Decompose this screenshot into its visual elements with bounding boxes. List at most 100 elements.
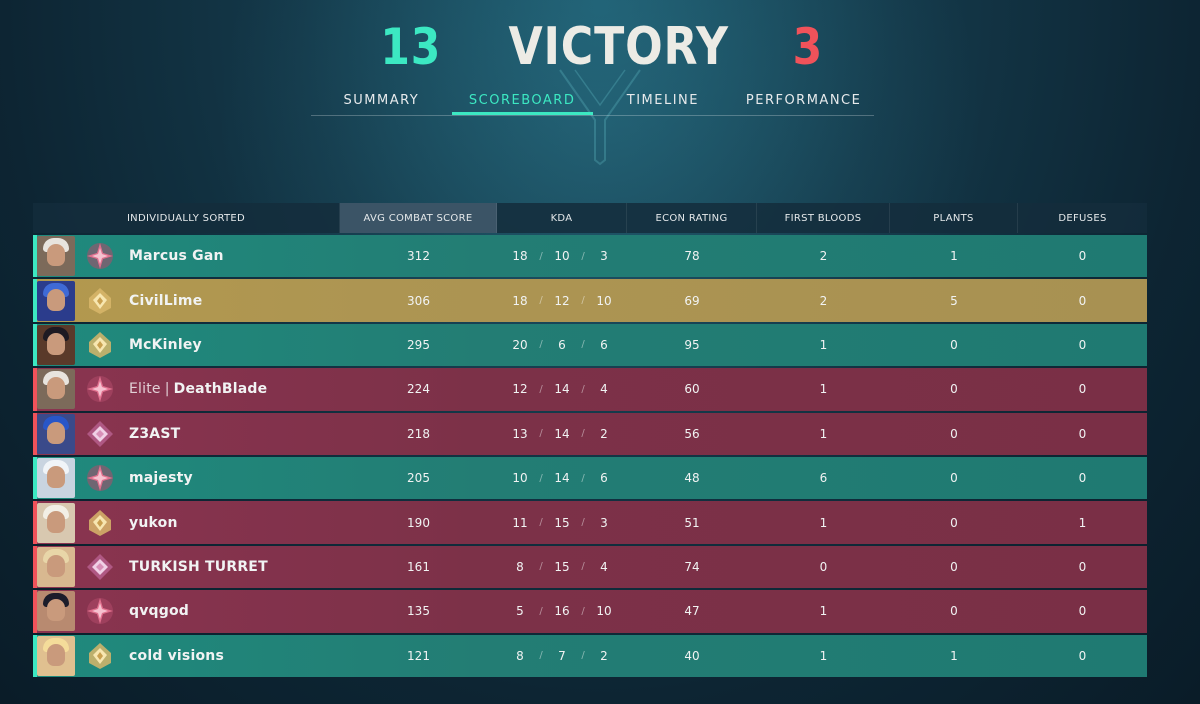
table-row[interactable]: CivilLime 306 18 / 12 / 10 69 2 5 0	[33, 279, 1147, 322]
column-header-player[interactable]: INDIVIDUALLY SORTED	[33, 203, 340, 233]
plants-cell: 0	[950, 426, 958, 441]
kda-cell: 20 / 6 / 6	[497, 324, 627, 366]
immortal-rank-icon	[83, 461, 117, 495]
column-header-defuses[interactable]: DEFUSES	[1058, 212, 1107, 224]
kda-separator: /	[539, 605, 543, 617]
player-cell: cold visions	[33, 635, 340, 677]
table-row[interactable]: qvqgod 135 5/16/10 47 1 0 0	[33, 590, 1147, 633]
kda-separator: /	[581, 339, 585, 351]
kda-separator: /	[581, 250, 585, 262]
table-row[interactable]: Elite | DeathBlade 224 12 / 14 / 4 60 1 0 0	[33, 368, 1147, 411]
player-cell: Marcus Gan	[33, 235, 340, 277]
econ-cell: 60	[684, 382, 700, 397]
first-bloods-cell: 0	[819, 559, 828, 574]
table-row[interactable]: Marcus Gan 312 18/10/3 78 2 1 0	[33, 235, 1147, 278]
team-color-stripe	[33, 634, 37, 677]
player-name[interactable]: Z3AST	[129, 426, 180, 442]
player-name[interactable]: majesty	[129, 470, 193, 486]
econ-cell: 47	[684, 604, 700, 619]
first-bloods-cell: 1	[819, 604, 828, 619]
ascendant-rank-icon	[83, 328, 117, 362]
player-name[interactable]: cold visions	[129, 648, 224, 664]
kills-value: 13	[512, 426, 528, 441]
kda-cell: 18 / 10 / 3	[497, 235, 627, 277]
match-tabs: SUMMARY SCOREBOARD TIMELINE PERFORMANCE	[311, 88, 874, 116]
column-header-kda[interactable]: KDA	[497, 203, 627, 233]
table-row[interactable]: McKinley 295 20 / 6 / 6 95 1 0 0	[33, 323, 1147, 367]
defuses-cell: 0	[1078, 382, 1087, 397]
acs-cell: 121	[407, 648, 430, 663]
deaths-value: 16	[554, 604, 570, 619]
kda-cell: 12 / 14 / 4	[497, 368, 627, 410]
player-name[interactable]: Marcus Gan	[129, 248, 224, 264]
tab-performance[interactable]: PERFORMANCE	[745, 93, 862, 108]
kills-value: 10	[512, 471, 528, 486]
team-color-stripe	[33, 323, 37, 367]
first-bloods-cell: 1	[819, 382, 828, 397]
column-header-econ[interactable]: ECON RATING	[627, 203, 757, 233]
tab-timeline[interactable]: TIMELINE	[626, 93, 699, 108]
kda-separator: /	[581, 472, 585, 484]
player-name-text: TURKISH TURRET	[129, 558, 268, 575]
deaths-value: 7	[558, 648, 566, 663]
econ-cell: 69	[684, 293, 700, 308]
kda-cell: 11 / 15 / 3	[497, 501, 627, 543]
immortal-rank-icon	[83, 372, 117, 406]
table-row[interactable]: cold visions 121 8 / 7 / 2 40 1 1 0	[33, 634, 1147, 677]
kills-value: 8	[516, 648, 524, 663]
player-name-text: Marcus Gan	[129, 248, 224, 265]
kda-separator: /	[581, 295, 585, 307]
scoreboard-header-row: INDIVIDUALLY SORTED AVG COMBAT SCORE KDA…	[33, 203, 1147, 233]
deaths-value: 14	[554, 426, 570, 441]
kda-separator: /	[539, 383, 543, 395]
player-name-text: McKinley	[129, 336, 202, 353]
assists-value: 2	[600, 648, 608, 663]
table-row[interactable]: yukon 190 11 / 15 / 3 51 1 0 1	[33, 501, 1147, 544]
kda-cell: 13 / 14 / 2	[497, 413, 627, 455]
player-name[interactable]: qvqgod	[129, 603, 189, 619]
tab-scoreboard[interactable]: SCOREBOARD	[451, 88, 593, 115]
column-header-plants[interactable]: PLANTS	[890, 203, 1018, 233]
player-name[interactable]: McKinley	[129, 337, 202, 353]
kda-cell: 5 / 16 / 10	[497, 590, 627, 632]
team-color-stripe	[33, 235, 37, 278]
assists-value: 10	[596, 604, 612, 619]
defuses-cell: 0	[1078, 559, 1087, 574]
tab-summary[interactable]: SUMMARY	[343, 93, 420, 108]
acs-cell: 224	[407, 382, 430, 397]
table-row[interactable]: TURKISH TURRET 161 8 / 15 / 4 74 0 0 0	[33, 545, 1147, 589]
agent-avatar	[37, 546, 75, 587]
acs-cell: 306	[407, 293, 430, 308]
agent-avatar	[37, 591, 75, 632]
kda-separator: /	[539, 339, 543, 351]
kills-value: 12	[512, 382, 528, 397]
player-cell: qvqgod	[33, 590, 340, 632]
player-name[interactable]: yukon	[129, 515, 178, 531]
agent-avatar	[37, 369, 75, 410]
column-header-first-bloods[interactable]: FIRST BLOODS	[757, 203, 890, 233]
player-name[interactable]: Elite | DeathBlade	[129, 381, 267, 397]
column-header-acs[interactable]: AVG COMBAT SCORE	[340, 203, 497, 233]
plants-cell: 1	[950, 648, 958, 663]
kda-separator: /	[539, 561, 543, 573]
first-bloods-cell: 2	[819, 293, 828, 308]
deaths-value: 14	[554, 382, 570, 397]
valorant-emblem-icon	[559, 69, 641, 166]
table-row[interactable]: Z3AST 218 13 / 14 / 2 56 1 0 0	[33, 412, 1147, 455]
assists-value: 6	[600, 337, 608, 352]
kills-value: 11	[512, 515, 528, 530]
assists-value: 10	[596, 293, 612, 308]
kda-separator: /	[581, 650, 585, 662]
first-bloods-cell: 1	[819, 648, 828, 663]
kda-cell: 18 / 12 / 10	[497, 279, 627, 321]
kda-separator: /	[581, 383, 585, 395]
assists-value: 3	[600, 515, 608, 530]
player-name[interactable]: TURKISH TURRET	[129, 559, 268, 575]
team-color-stripe	[33, 456, 37, 500]
immortal-rank-icon	[83, 594, 117, 628]
player-name-text: Z3AST	[129, 425, 181, 442]
table-row[interactable]: majesty 205 10 / 14 / 6 48 6 0 0	[33, 456, 1147, 500]
kills-value: 5	[516, 604, 524, 619]
player-name[interactable]: CivilLime	[129, 293, 202, 309]
kda-separator: /	[539, 472, 543, 484]
